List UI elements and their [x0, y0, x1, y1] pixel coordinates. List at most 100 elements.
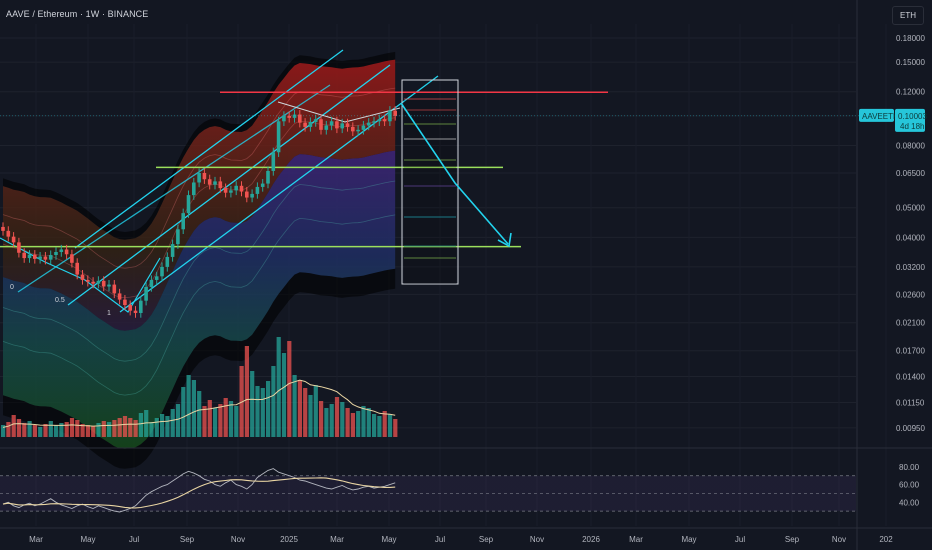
volume-bar	[260, 388, 265, 437]
candle-body	[75, 262, 79, 275]
volume-bar	[244, 346, 249, 437]
volume-bar	[122, 416, 128, 437]
price-axis-label: 0.15000	[896, 58, 925, 67]
volume-bar	[64, 422, 69, 437]
volume-bar	[165, 416, 170, 437]
candle-body	[181, 213, 185, 230]
volume-bar	[387, 414, 393, 437]
time-axis-label: Jul	[735, 535, 745, 544]
volume-bars	[1, 337, 398, 437]
time-axis-label: Mar	[330, 535, 344, 544]
candle-body	[22, 252, 26, 259]
candle-body	[250, 193, 254, 198]
volume-bar	[250, 371, 255, 437]
candle-body	[361, 125, 366, 130]
candle-body	[192, 182, 196, 196]
volume-bar	[22, 423, 27, 437]
volume-bar	[350, 413, 355, 437]
candle-body	[382, 119, 387, 122]
candle-body	[144, 286, 148, 301]
volume-bar	[356, 411, 361, 437]
symbol-tag: AAVEETH	[862, 112, 899, 121]
volume-bar	[334, 397, 340, 437]
time-axis-label: Sep	[785, 535, 800, 544]
price-axis-label: 0.08000	[896, 141, 925, 150]
candle-body	[160, 266, 164, 277]
candle-body	[207, 179, 212, 185]
volume-bar	[218, 404, 223, 437]
volume-bar	[48, 421, 53, 437]
volume-bar	[16, 419, 22, 437]
volume-bar	[112, 420, 117, 437]
currency-button[interactable]: ETH	[892, 6, 924, 25]
candle-body	[86, 279, 90, 282]
candle-body	[234, 185, 238, 191]
volume-bar	[69, 418, 75, 437]
candle-body	[388, 110, 392, 122]
volume-bar	[345, 408, 350, 437]
volume-bar	[32, 425, 37, 437]
candle-body	[117, 293, 122, 300]
candle-body	[329, 121, 334, 126]
time-axis-label: Sep	[479, 535, 494, 544]
time-axis-label: Jul	[435, 535, 445, 544]
volume-bar	[292, 375, 297, 437]
fib-labels: 00.51	[10, 284, 111, 317]
volume-bar	[107, 422, 112, 437]
time-axis-label: 2025	[280, 535, 298, 544]
candle-body	[313, 119, 318, 122]
time-axis-label: Nov	[832, 535, 846, 544]
candle-body	[351, 126, 355, 132]
volume-bar	[11, 415, 16, 437]
candle-body	[64, 249, 69, 255]
candle-body	[128, 305, 132, 311]
volume-bar	[213, 408, 218, 437]
volume-bar	[266, 381, 271, 437]
time-axis-label: May	[681, 535, 696, 544]
time-axis-label: Mar	[629, 535, 643, 544]
candles	[1, 106, 397, 318]
volume-bar	[128, 418, 133, 437]
symbol-title[interactable]: AAVE / Ethereum · 1W · BINANCE	[6, 9, 149, 19]
projection-arrow	[400, 102, 512, 248]
candle-body	[218, 181, 223, 189]
rsi-axis-label: 40.00	[899, 498, 920, 507]
fib-label: 0.5	[55, 297, 65, 304]
volume-bar	[91, 426, 96, 437]
candle-body	[287, 115, 291, 118]
projection-arrow-head	[497, 232, 512, 248]
time-axis-label: Sep	[180, 535, 195, 544]
volume-bar	[276, 337, 281, 437]
volume-bar	[366, 408, 371, 437]
volume-bar	[223, 398, 228, 437]
volume-bar	[186, 375, 191, 437]
fib-box-fill	[404, 100, 456, 284]
fib-label: 0	[10, 284, 14, 291]
candle-body	[271, 152, 276, 171]
candle-body	[324, 125, 329, 130]
rsi-line	[2, 468, 396, 513]
volume-bar	[372, 414, 377, 437]
volume-bar	[96, 423, 101, 437]
fib-retracement-box	[401, 79, 459, 285]
volume-bar	[75, 420, 80, 437]
volume-bar	[340, 402, 345, 437]
moving-average-ribbon	[2, 51, 396, 469]
candle-body	[340, 123, 344, 129]
volume-bar	[154, 418, 159, 437]
volume-bar	[101, 421, 106, 437]
rsi-pane: 80.00 60.00 40.00	[0, 463, 920, 513]
volume-bar	[287, 341, 292, 437]
rsi-axis-label: 60.00	[899, 481, 920, 490]
candle-body	[319, 119, 323, 130]
price-tag-countdown: 4d 18h	[900, 122, 924, 131]
candle-body	[11, 236, 16, 243]
candle-body	[27, 254, 32, 259]
volume-bar	[59, 423, 64, 437]
candle-body	[213, 181, 217, 185]
candle-body	[229, 190, 233, 193]
price-tag-value: 0.10003	[898, 112, 927, 121]
time-axis-label: Jul	[129, 535, 139, 544]
